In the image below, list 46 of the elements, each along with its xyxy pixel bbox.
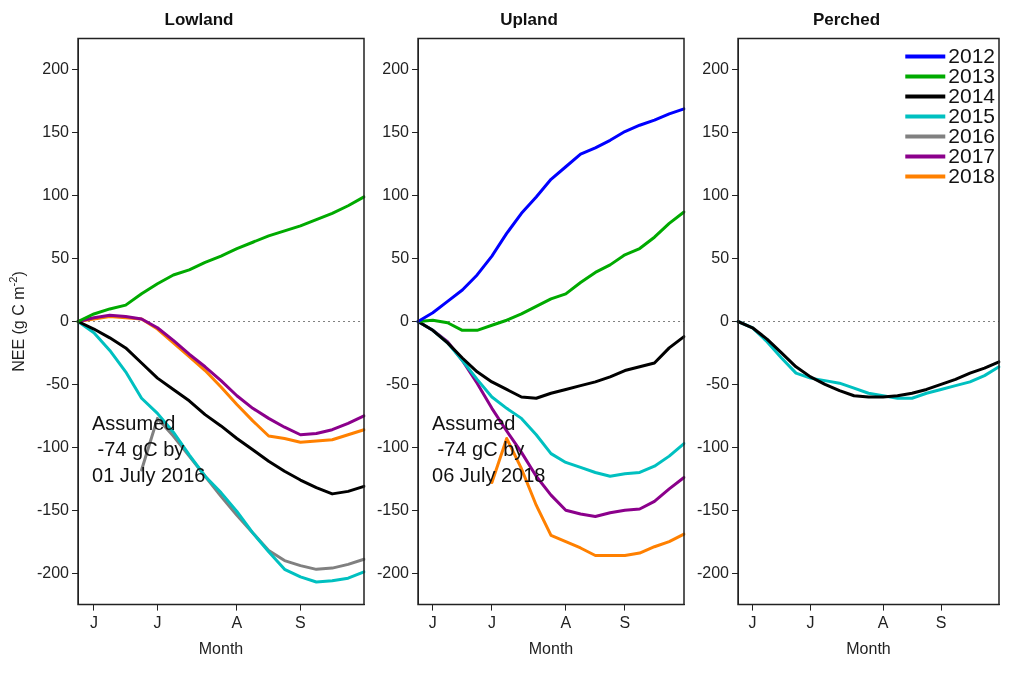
y-tick-label: 100	[702, 186, 730, 204]
y-tick-label: -150	[36, 500, 70, 518]
x-axis-title: Month	[198, 639, 244, 657]
y-tick-label: -200	[376, 563, 410, 581]
x-tick-label: S	[619, 613, 631, 631]
chart-title: Perched	[812, 9, 881, 29]
y-tick-label: 0	[60, 311, 70, 329]
y-axis-title: NEE (g C m-2)	[7, 271, 28, 372]
x-axis-title: Month	[846, 639, 891, 657]
x-axis-title: Month	[528, 639, 574, 657]
x-tick-label: S	[935, 613, 947, 631]
x-tick-label: J	[748, 613, 757, 631]
chart-title: Lowland	[164, 9, 234, 29]
y-tick-label: 100	[42, 186, 70, 204]
y-tick-label: 150	[42, 123, 70, 141]
y-tick-label: 150	[382, 123, 410, 141]
y-tick-label: -150	[696, 500, 730, 518]
x-tick-label: A	[560, 613, 572, 631]
y-tick-label: -50	[385, 374, 410, 392]
y-tick-label: 50	[51, 249, 70, 266]
x-tick-label: J	[487, 613, 496, 631]
y-tick-label: 200	[382, 60, 410, 78]
y-tick-label: 150	[702, 123, 730, 141]
y-tick-label: -200	[36, 563, 70, 581]
x-tick-label: A	[231, 613, 243, 631]
x-tick-label: S	[295, 613, 306, 631]
x-tick-label: J	[806, 613, 815, 631]
x-tick-label: J	[428, 613, 437, 631]
y-tick-label: 0	[720, 311, 730, 329]
y-tick-label: 0	[400, 311, 410, 329]
y-tick-label: 200	[42, 60, 70, 78]
x-tick-label: J	[89, 613, 98, 631]
y-tick-label: -50	[45, 374, 70, 392]
y-tick-label: -200	[696, 563, 730, 581]
chart-title: Upland	[500, 9, 558, 29]
y-tick-label: -100	[36, 437, 70, 455]
y-tick-label: 100	[382, 186, 410, 204]
y-tick-label: -100	[376, 437, 410, 455]
y-tick-label: 200	[702, 60, 730, 78]
y-tick-label: -150	[376, 500, 410, 518]
x-tick-label: A	[877, 613, 889, 631]
y-tick-label: -100	[696, 437, 730, 455]
y-tick-label: 50	[711, 249, 730, 266]
x-tick-label: J	[153, 613, 162, 631]
y-tick-label: -50	[705, 374, 730, 392]
y-tick-label: 50	[391, 249, 410, 266]
